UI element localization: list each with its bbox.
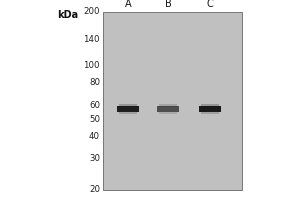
Bar — [119, 104, 137, 107]
Bar — [117, 106, 139, 112]
Bar — [119, 112, 137, 114]
Bar — [103, 12, 242, 190]
Text: 100: 100 — [83, 61, 100, 70]
Text: 20: 20 — [89, 186, 100, 194]
Text: 30: 30 — [89, 154, 100, 163]
Text: 140: 140 — [83, 35, 100, 44]
Text: C: C — [207, 0, 213, 9]
Text: 60: 60 — [89, 101, 100, 110]
Bar — [159, 112, 177, 114]
Bar — [157, 106, 179, 112]
Text: 50: 50 — [89, 115, 100, 124]
Bar — [159, 104, 177, 107]
Text: 40: 40 — [89, 132, 100, 141]
Text: 80: 80 — [89, 78, 100, 87]
Bar — [199, 106, 221, 112]
Text: A: A — [125, 0, 131, 9]
Text: B: B — [165, 0, 171, 9]
Bar — [201, 104, 219, 107]
Text: 200: 200 — [83, 7, 100, 17]
Bar — [201, 112, 219, 114]
Text: kDa: kDa — [57, 10, 78, 20]
